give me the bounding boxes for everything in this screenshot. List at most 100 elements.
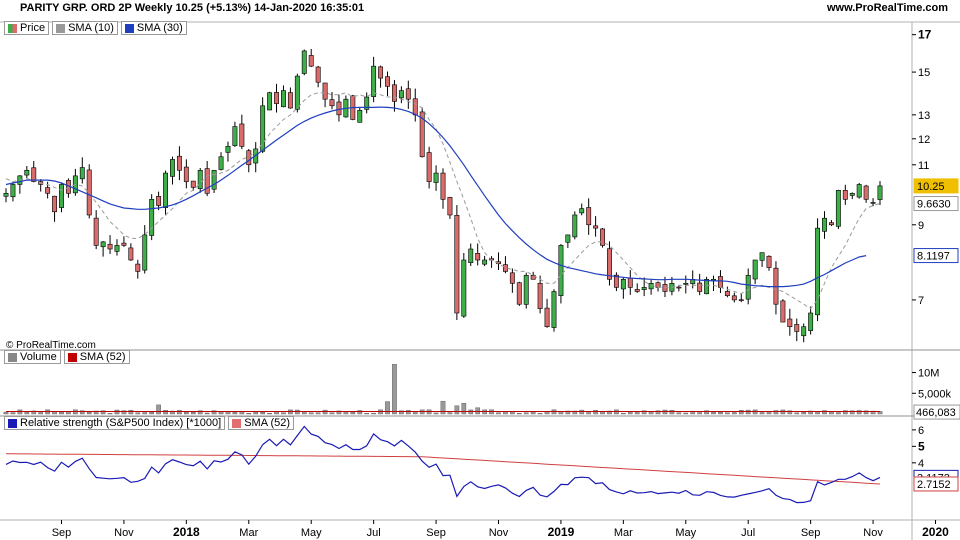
legend-volume-sma[interactable]: SMA (52) <box>63 350 130 364</box>
rs-sma52-line <box>6 453 881 485</box>
volume-bar <box>475 407 481 415</box>
price-candle <box>218 156 224 170</box>
legend-volume[interactable]: Volume <box>4 350 61 364</box>
volume-bar <box>676 412 682 415</box>
price-candle <box>391 84 397 102</box>
price-badge-sma30 <box>913 248 959 264</box>
price-candle <box>724 291 730 296</box>
rs-legend: Relative strength (S&P500 Index) [*1000]… <box>4 416 297 430</box>
volume-bar <box>3 411 9 415</box>
volume-bar <box>440 400 446 415</box>
volume-bar <box>156 404 161 415</box>
price-candle <box>419 111 425 158</box>
sma30-line <box>5 106 867 288</box>
price-candle <box>738 299 744 302</box>
price-candle <box>204 168 210 194</box>
volume-bar <box>711 412 716 415</box>
price-candle <box>662 284 668 292</box>
legend-rs-sma[interactable]: SMA (52) <box>228 416 295 430</box>
volume-bar <box>253 411 259 415</box>
volume-bar <box>135 412 141 415</box>
legend-sma30[interactable]: SMA (30) <box>120 21 187 35</box>
price-candle <box>828 222 834 226</box>
rs-y-tick-label: 5 <box>918 439 925 453</box>
price-candle <box>613 274 619 288</box>
price-candle <box>128 247 134 261</box>
volume-bar <box>669 410 675 415</box>
rs-sma-swatch <box>232 418 242 428</box>
volume-badge-label: 466,083 <box>916 407 956 419</box>
volume-bar <box>385 401 390 415</box>
volume-bar <box>745 409 751 415</box>
volume-y-tick-label: 10M <box>918 368 939 380</box>
x-tick-label: 2019 <box>548 525 575 539</box>
volume-bar <box>405 410 411 415</box>
price-candle <box>544 307 550 328</box>
volume-bar <box>794 412 800 415</box>
volume-bar <box>634 411 640 415</box>
price-candle <box>121 242 127 246</box>
price-candle <box>572 214 578 238</box>
price-candle <box>163 172 168 208</box>
price-candle <box>398 90 404 99</box>
price-candle <box>461 259 467 317</box>
volume-bar <box>350 411 356 415</box>
volume-bar <box>718 411 723 415</box>
x-tick-label: Sep <box>801 527 821 539</box>
volume-bar <box>641 410 647 415</box>
legend-rs[interactable]: Relative strength (S&P500 Index) [*1000] <box>4 416 226 430</box>
price-candle <box>704 278 710 295</box>
volume-swatch <box>8 352 17 362</box>
volume-bar <box>454 405 460 415</box>
price-candle <box>357 109 363 123</box>
volume-bar <box>808 410 813 415</box>
price-candle <box>24 169 30 176</box>
x-tick-label: Mar <box>614 527 633 539</box>
price-candle <box>766 255 772 268</box>
volume-bar <box>59 411 64 415</box>
price-candle <box>322 82 328 100</box>
volume-bar <box>565 410 571 415</box>
volume-bar <box>93 410 99 415</box>
legend-price[interactable]: Price <box>4 21 50 35</box>
price-candle <box>863 185 869 200</box>
price-candle <box>232 126 238 146</box>
price-candle <box>3 192 9 197</box>
price-candle <box>516 282 522 305</box>
x-tick-label: Mar <box>239 527 258 539</box>
price-candle <box>530 274 536 280</box>
legend-sma10[interactable]: SMA (10) <box>52 21 118 35</box>
price-y-tick-label: 12 <box>918 134 930 146</box>
price-candle <box>52 195 58 213</box>
price-candle <box>752 259 758 280</box>
price-candle <box>468 248 474 264</box>
price-candle <box>759 252 765 261</box>
volume-bar <box>620 412 626 415</box>
volume-bar <box>274 411 279 415</box>
volume-bar <box>79 410 85 415</box>
x-tick-label: Nov <box>863 527 883 539</box>
site-link[interactable]: www.ProRealTime.com <box>826 2 948 14</box>
volume-bar <box>281 412 286 415</box>
price-candle <box>780 300 786 323</box>
volume-bar <box>607 410 612 415</box>
volume-badge <box>913 404 960 420</box>
price-candle <box>565 234 571 243</box>
volume-bar <box>801 412 807 415</box>
volume-bar <box>433 412 439 415</box>
volume-bar <box>759 412 765 415</box>
volume-bar <box>149 411 155 415</box>
price-candle <box>842 190 848 200</box>
price-y-tick-label: 13 <box>918 110 930 122</box>
volume-legend: Volume SMA (52) <box>4 350 133 364</box>
x-tick-label: May <box>675 527 696 539</box>
volume-bar <box>842 410 848 415</box>
x-tick-label: Nov <box>114 527 134 539</box>
price-candle <box>10 184 16 198</box>
rs-y-tick-label: 4 <box>918 458 924 470</box>
price-candle <box>718 276 723 288</box>
price-candle <box>454 214 460 314</box>
x-tick-label: Jul <box>367 527 381 539</box>
volume-bar <box>232 412 238 415</box>
price-y-tick-label: 15 <box>918 67 930 79</box>
